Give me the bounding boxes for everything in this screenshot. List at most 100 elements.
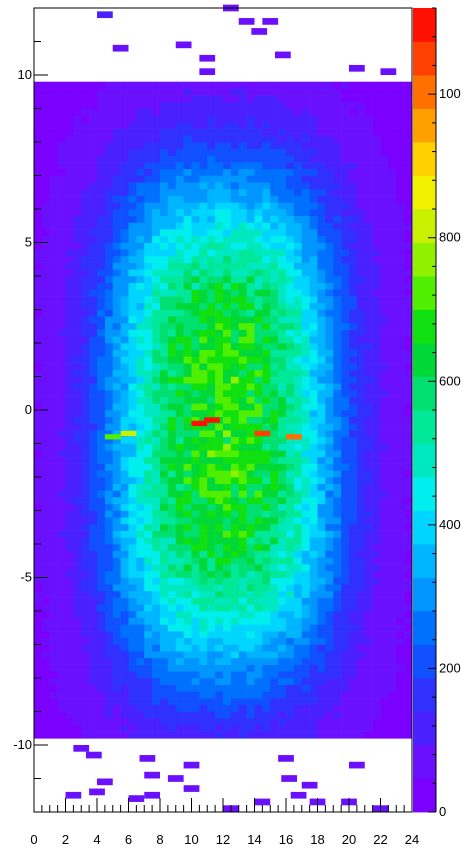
heatmap-cell — [372, 215, 381, 223]
heatmap-cell — [388, 678, 397, 685]
heatmap-cell — [144, 617, 153, 625]
heatmap-cell — [317, 88, 326, 96]
heatmap-cell — [112, 523, 121, 531]
heatmap-cell — [270, 557, 279, 565]
heatmap-cell — [270, 523, 279, 531]
heatmap-cell — [136, 550, 145, 558]
heatmap-cell — [207, 376, 216, 384]
heatmap-cell — [207, 155, 216, 163]
heatmap-cell — [89, 584, 98, 592]
heatmap-cell — [223, 483, 232, 491]
heatmap-cell — [246, 711, 255, 719]
heatmap-cell — [286, 95, 295, 103]
heatmap-cell — [404, 456, 413, 464]
heatmap-cell — [286, 450, 295, 458]
heatmap-cell — [230, 430, 240, 438]
heatmap-cell — [301, 188, 310, 196]
heatmap-cell — [128, 698, 137, 706]
heatmap-cell — [223, 363, 232, 371]
heatmap-cell — [97, 81, 106, 89]
heatmap-cell — [246, 570, 255, 578]
heatmap-cell — [223, 503, 232, 511]
heatmap-cell — [104, 282, 114, 290]
heatmap-cell — [262, 329, 271, 337]
heatmap-cell — [341, 523, 350, 531]
heatmap-cell — [49, 724, 58, 732]
heatmap-cell — [73, 544, 82, 551]
heatmap-cell — [238, 188, 247, 196]
heatmap-cell — [404, 108, 413, 116]
heatmap-cell — [65, 537, 74, 545]
heatmap-cell — [230, 255, 240, 263]
heatmap-cell — [333, 188, 342, 196]
heatmap-cell — [199, 403, 208, 411]
heatmap-cell — [301, 544, 310, 551]
heatmap-cell — [246, 329, 255, 337]
heatmap-cell — [183, 704, 192, 712]
heatmap-cell — [223, 209, 232, 216]
heatmap-cell — [349, 389, 358, 397]
heatmap-cell — [262, 450, 271, 458]
heatmap-cell — [191, 410, 200, 417]
heatmap-cell — [175, 108, 184, 116]
colorbar-segment — [413, 343, 436, 377]
heatmap-cell — [317, 577, 326, 585]
heatmap-cell — [278, 477, 287, 484]
heatmap-cell — [286, 389, 295, 397]
heatmap-cell — [388, 403, 397, 411]
heatmap-cell — [49, 336, 58, 344]
heatmap-cell — [230, 121, 240, 129]
heatmap-cell — [380, 349, 389, 357]
heatmap-cell — [349, 698, 358, 706]
heatmap-cell — [317, 403, 326, 411]
heatmap-cell — [293, 564, 303, 572]
heatmap-cell — [152, 617, 161, 625]
heatmap-cell — [49, 477, 58, 484]
outlier-cell — [254, 798, 271, 806]
heatmap-cell — [278, 698, 287, 706]
heatmap-cell — [183, 584, 192, 592]
heatmap-cell — [278, 101, 287, 109]
heatmap-cell — [278, 155, 287, 163]
heatmap-cell — [128, 336, 137, 344]
heatmap-cell — [317, 101, 326, 109]
heatmap-cell — [49, 302, 58, 310]
heatmap-cell — [34, 691, 43, 699]
heatmap-cell — [49, 456, 58, 464]
heatmap-cell — [97, 363, 106, 371]
heatmap-cell — [372, 188, 381, 196]
heatmap-cell — [175, 282, 184, 290]
heatmap-cell — [215, 490, 224, 498]
heatmap-cell — [41, 544, 51, 551]
heatmap-cell — [333, 724, 342, 732]
heatmap-cell — [49, 115, 58, 123]
heatmap-cell — [301, 436, 310, 444]
heatmap-cell — [372, 530, 381, 538]
heatmap-cell — [404, 544, 413, 551]
heatmap-cell — [34, 631, 43, 639]
heatmap-cell — [112, 691, 121, 699]
heatmap-cell — [341, 416, 350, 424]
heatmap-cell — [112, 302, 121, 310]
heatmap-cell — [34, 403, 43, 411]
heatmap-cell — [41, 115, 51, 123]
heatmap-cell — [57, 463, 66, 471]
heatmap-cell — [215, 637, 224, 645]
heatmap-cell — [112, 450, 121, 458]
heatmap-cell — [191, 470, 200, 478]
heatmap-cell — [199, 477, 208, 484]
heatmap-cell — [191, 242, 200, 250]
heatmap-cell — [73, 229, 82, 237]
heatmap-cell — [325, 329, 334, 337]
heatmap-cell — [175, 731, 184, 739]
heatmap-cell — [73, 470, 82, 478]
heatmap-cell — [57, 731, 66, 739]
heatmap-cell — [262, 523, 271, 531]
heatmap-cell — [81, 684, 90, 692]
heatmap-cell — [167, 517, 177, 525]
heatmap-cell — [317, 691, 326, 699]
heatmap-cell — [404, 483, 413, 491]
heatmap-cell — [380, 396, 389, 404]
heatmap-cell — [364, 182, 373, 190]
heatmap-cell — [199, 443, 208, 451]
